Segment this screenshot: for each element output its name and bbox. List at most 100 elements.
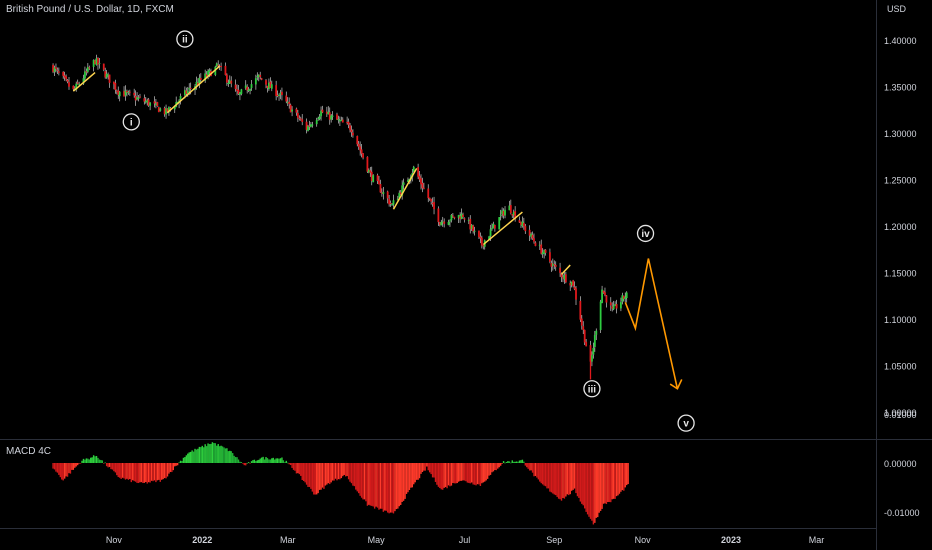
candle-body — [124, 90, 127, 96]
macd-histogram-bar — [350, 463, 353, 484]
macd-histogram-bar — [462, 463, 464, 481]
candle-body — [276, 94, 279, 96]
candle-body — [550, 262, 553, 267]
candle-body — [441, 221, 444, 223]
macd-histogram-bar — [476, 463, 479, 485]
macd-histogram-bar — [459, 463, 461, 481]
macd-histogram-bar — [473, 463, 476, 485]
macd-histogram-bar — [398, 463, 400, 507]
candle-body — [157, 107, 160, 113]
candle-body — [197, 82, 199, 85]
candle-body — [572, 280, 575, 287]
macd-histogram-bar — [455, 463, 457, 484]
macd-histogram-bar — [333, 463, 335, 481]
macd-histogram-bar — [174, 463, 176, 467]
candle-body — [159, 108, 162, 111]
wave-label-text: iv — [641, 229, 650, 240]
candle-body — [423, 187, 425, 189]
macd-histogram-bar — [181, 460, 183, 463]
macd-histogram-bar — [158, 463, 160, 480]
candle-body — [285, 95, 288, 102]
candle-body — [431, 202, 434, 204]
macd-histogram-bar — [540, 463, 542, 484]
candle-body — [522, 222, 525, 227]
macd-histogram-bar — [239, 461, 241, 463]
macd-histogram-bar — [608, 463, 611, 503]
macd-histogram-bar — [555, 463, 557, 496]
candle-body — [382, 192, 385, 194]
macd-histogram-bar — [92, 455, 95, 463]
macd-histogram-bar — [499, 463, 502, 466]
macd-histogram-bar — [162, 463, 164, 480]
candle-body — [134, 95, 137, 101]
macd-histogram-bar — [362, 463, 364, 500]
macd-histogram-bar — [195, 449, 198, 463]
macd-histogram-bar — [515, 461, 518, 463]
candle-body — [595, 330, 598, 335]
macd-histogram-bar — [401, 463, 403, 502]
macd-histogram-bar — [214, 443, 217, 463]
candle-body — [469, 218, 472, 230]
macd-histogram-bar — [447, 463, 450, 486]
candle-body — [137, 97, 140, 99]
wave-trend-line — [560, 264, 571, 275]
candle-body — [340, 119, 343, 121]
macd-histogram-bar — [288, 463, 290, 465]
macd-histogram-bar — [331, 463, 334, 481]
macd-histogram-bar — [311, 463, 314, 492]
macd-histogram-bar — [578, 463, 580, 498]
candle-body — [188, 87, 191, 90]
candle-body — [331, 115, 334, 117]
macd-histogram-bar — [517, 461, 519, 463]
macd-histogram-bar — [513, 461, 515, 463]
macd-histogram-bar — [472, 463, 474, 485]
candle-body — [318, 116, 321, 120]
candle-body — [553, 264, 556, 266]
macd-histogram-bar — [320, 463, 322, 490]
macd-histogram-bar — [566, 463, 569, 495]
candle-body — [622, 295, 625, 299]
macd-histogram-bar — [313, 463, 315, 495]
candle-body — [315, 120, 318, 125]
candle-body — [472, 225, 475, 232]
macd-histogram-bar — [94, 456, 96, 463]
macd-histogram-bar — [182, 457, 185, 463]
macd-histogram-bar — [405, 463, 408, 494]
candle-body — [433, 202, 435, 210]
macd-histogram-bar — [78, 463, 80, 464]
candle-body — [204, 73, 207, 81]
candle-body — [389, 202, 392, 204]
macd-histogram-bar — [433, 463, 435, 478]
macd-histogram-bar — [386, 463, 389, 513]
candle-body — [320, 110, 322, 117]
macd-histogram-bar — [536, 463, 538, 478]
candle-body — [593, 334, 596, 348]
macd-histogram-bar — [572, 463, 574, 490]
macd-histogram-bar — [556, 463, 558, 497]
macd-histogram-bar — [428, 463, 431, 473]
candle-body — [250, 84, 253, 89]
candle-body — [165, 108, 167, 115]
macd-histogram-bar — [327, 463, 329, 484]
macd-histogram-bar — [557, 463, 560, 499]
macd-histogram-bar — [449, 463, 451, 487]
macd-histogram-bar — [153, 463, 156, 481]
candle-body — [402, 182, 405, 185]
macd-histogram-bar — [411, 463, 414, 488]
candle-body — [85, 71, 88, 73]
macd-histogram-bar — [129, 463, 131, 480]
wave-label-circle — [583, 380, 601, 398]
time-tick-label: Sep — [546, 535, 562, 545]
candle-body — [509, 205, 512, 214]
macd-histogram-bar — [623, 463, 625, 491]
candle-body — [508, 205, 511, 211]
macd-histogram-bar — [282, 460, 285, 463]
time-tick-label: Mar — [280, 535, 296, 545]
macd-histogram-bar — [457, 463, 460, 482]
candle-body — [489, 229, 492, 237]
macd-histogram-bar — [316, 463, 318, 495]
candle-body — [86, 67, 89, 72]
time-tick-label: 2022 — [192, 535, 212, 545]
